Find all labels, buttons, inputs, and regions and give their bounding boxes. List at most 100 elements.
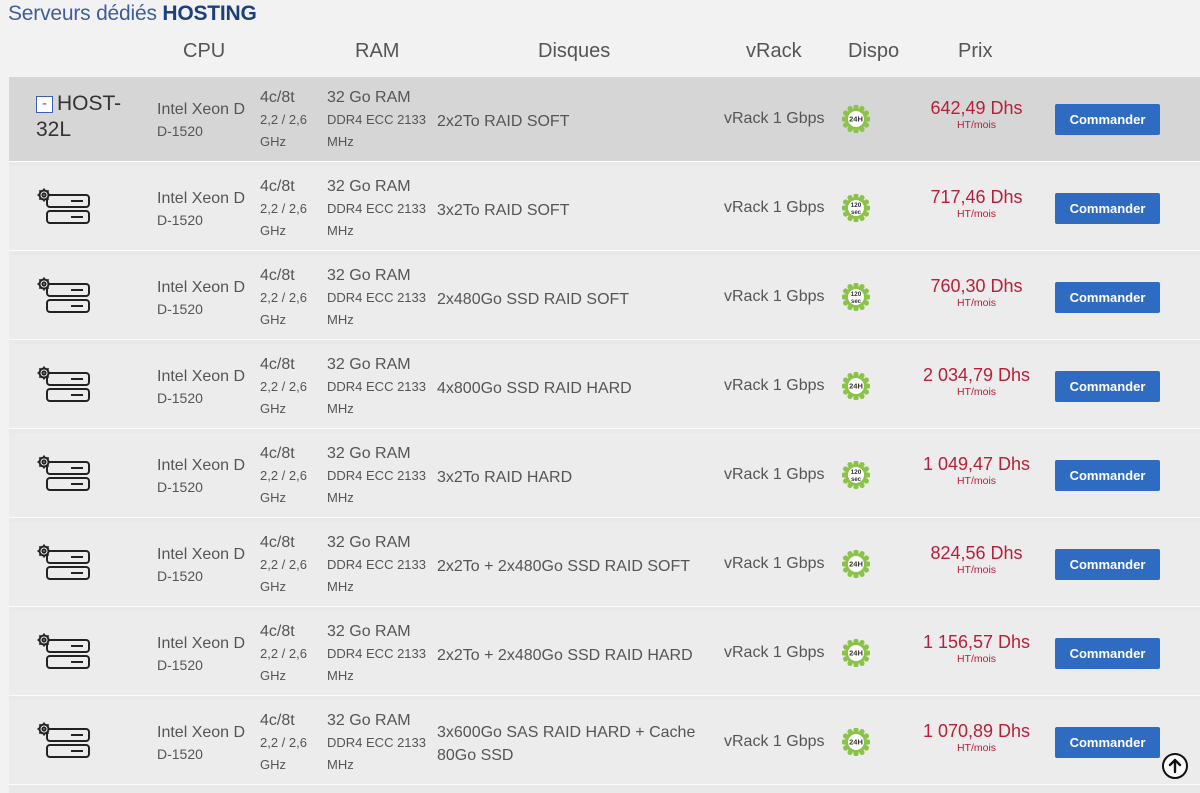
vrack-cell: vRack 1 Gbps: [724, 110, 825, 127]
frequency-unit: GHz: [260, 312, 286, 327]
price-amount: 760,30 Dhs: [930, 276, 1023, 296]
header-disks: Disques: [538, 40, 611, 62]
vrack-cell: vRack 1 Gbps: [724, 644, 825, 661]
disks-cell: 2x2To RAID SOFT: [437, 113, 570, 130]
price-cell: 717,46 Dhs HT/mois: [899, 186, 1054, 220]
ram-size: 32 Go RAM: [327, 356, 411, 373]
server-config-icon[interactable]: [35, 720, 91, 764]
frequency: 2,2 / 2,6: [260, 201, 307, 216]
cpu-label: Intel Xeon D: [157, 457, 246, 474]
ram-type: DDR4 ECC 2133: [327, 201, 426, 216]
page-title: Serveurs dédiés HOSTING: [8, 2, 257, 26]
order-button[interactable]: Commander: [1055, 549, 1160, 580]
price-cell: 1 049,47 Dhs HT/mois: [899, 453, 1054, 487]
ram-type: DDR4 ECC 2133: [327, 468, 426, 483]
scroll-to-top-button[interactable]: [1162, 753, 1188, 779]
order-button[interactable]: Commander: [1055, 104, 1160, 135]
cores-label: 4c/8t: [260, 445, 295, 462]
order-button[interactable]: Commander: [1055, 282, 1160, 313]
frequency: 2,2 / 2,6: [260, 735, 307, 750]
frequency: 2,2 / 2,6: [260, 112, 307, 127]
server-name[interactable]: - HOST-32L: [36, 91, 146, 143]
vrack-cell: vRack 1 Gbps: [724, 733, 825, 750]
svg-text:sec: sec: [851, 477, 862, 483]
ram-unit: MHz: [327, 401, 354, 416]
table-row: Intel Xeon D D-1520 4c/8t 2,2 / 2,6 GHz …: [9, 433, 1200, 518]
price-unit: HT/mois: [956, 475, 997, 487]
ram-type: DDR4 ECC 2133: [327, 379, 426, 394]
cpu-cell: Intel Xeon D D-1520: [157, 720, 245, 762]
cpu-label: Intel Xeon D: [157, 279, 246, 296]
cores-cell: 4c/8t 2,2 / 2,6 GHz: [260, 532, 307, 597]
server-config-icon[interactable]: [35, 275, 91, 319]
svg-text:24H: 24H: [849, 115, 863, 124]
frequency-unit: GHz: [260, 668, 286, 683]
availability-24h-badge: 24H: [841, 638, 871, 668]
server-config-icon[interactable]: [35, 364, 91, 408]
server-config-icon[interactable]: [35, 186, 91, 230]
header-dispo: Dispo: [848, 40, 900, 62]
table-row: Intel Xeon D D-1520 4c/8t 2,2 / 2,6 GHz …: [9, 166, 1200, 251]
disks-cell: 2x480Go SSD RAID SOFT: [437, 291, 630, 308]
cores-cell: 4c/8t 2,2 / 2,6 GHz: [260, 176, 307, 241]
price-amount: 717,46 Dhs: [930, 187, 1023, 207]
server-name-label: HOST-32L: [36, 92, 122, 141]
ram-size: 32 Go RAM: [327, 534, 411, 551]
cores-cell: 4c/8t 2,2 / 2,6 GHz: [260, 354, 307, 419]
ram-cell: 32 Go RAM DDR4 ECC 2133 MHz: [327, 532, 426, 597]
availability-24h-badge: 24H: [841, 549, 871, 579]
cpu-model: D-1520: [157, 657, 203, 673]
svg-text:120: 120: [851, 291, 862, 298]
svg-text:24H: 24H: [849, 738, 863, 747]
order-button[interactable]: Commander: [1055, 371, 1160, 402]
disks-cell: 4x800Go SSD RAID HARD: [437, 380, 632, 397]
order-button[interactable]: Commander: [1055, 460, 1160, 491]
header-vrack: vRack: [746, 40, 802, 62]
frequency-unit: GHz: [260, 401, 286, 416]
ram-cell: 32 Go RAM DDR4 ECC 2133 MHz: [327, 176, 426, 241]
server-config-icon[interactable]: [35, 631, 91, 675]
order-button[interactable]: Commander: [1055, 727, 1160, 758]
price-cell: 1 156,57 Dhs HT/mois: [899, 631, 1054, 665]
server-config-icon[interactable]: [35, 542, 91, 586]
cpu-cell: Intel Xeon D D-1520: [157, 453, 245, 495]
ram-type: DDR4 ECC 2133: [327, 646, 426, 661]
cpu-model: D-1520: [157, 123, 203, 139]
price-unit: HT/mois: [956, 208, 997, 220]
availability-120-sec-badge: 120 sec: [841, 282, 871, 312]
ram-size: 32 Go RAM: [327, 267, 411, 284]
ram-cell: 32 Go RAM DDR4 ECC 2133 MHz: [327, 265, 426, 330]
ram-size: 32 Go RAM: [327, 712, 411, 729]
ram-cell: 32 Go RAM DDR4 ECC 2133 MHz: [327, 621, 426, 686]
order-button[interactable]: Commander: [1055, 193, 1160, 224]
cores-label: 4c/8t: [260, 178, 295, 195]
frequency-unit: GHz: [260, 490, 286, 505]
disks-cell: 2x2To + 2x480Go SSD RAID SOFT: [437, 558, 690, 575]
order-button[interactable]: Commander: [1055, 638, 1160, 669]
header-ram: RAM: [355, 40, 400, 62]
cpu-cell: Intel Xeon D D-1520: [157, 186, 245, 228]
table-row: Intel Xeon D D-1520 4c/8t 2,2 / 2,6 GHz …: [9, 344, 1200, 429]
ram-unit: MHz: [327, 134, 354, 149]
price-cell: 760,30 Dhs HT/mois: [899, 275, 1054, 309]
cpu-model: D-1520: [157, 390, 203, 406]
frequency: 2,2 / 2,6: [260, 290, 307, 305]
collapse-toggle-icon[interactable]: -: [36, 96, 53, 113]
cpu-model: D-1520: [157, 212, 203, 228]
price-unit: HT/mois: [956, 564, 997, 576]
cores-cell: 4c/8t 2,2 / 2,6 GHz: [260, 621, 307, 686]
cores-label: 4c/8t: [260, 712, 295, 729]
frequency-unit: GHz: [260, 579, 286, 594]
svg-text:sec: sec: [851, 210, 862, 216]
cores-cell: 4c/8t 2,2 / 2,6 GHz: [260, 265, 307, 330]
availability-120-sec-badge: 120 sec: [841, 460, 871, 490]
svg-text:24H: 24H: [849, 382, 863, 391]
cores-cell: 4c/8t 2,2 / 2,6 GHz: [260, 87, 307, 152]
cores-label: 4c/8t: [260, 267, 295, 284]
disks-cell: 3x2To RAID SOFT: [437, 202, 570, 219]
server-config-icon[interactable]: [35, 453, 91, 497]
cpu-label: Intel Xeon D: [157, 368, 246, 385]
ram-unit: MHz: [327, 223, 354, 238]
availability-24h-badge: 24H: [841, 104, 871, 134]
frequency-unit: GHz: [260, 757, 286, 772]
